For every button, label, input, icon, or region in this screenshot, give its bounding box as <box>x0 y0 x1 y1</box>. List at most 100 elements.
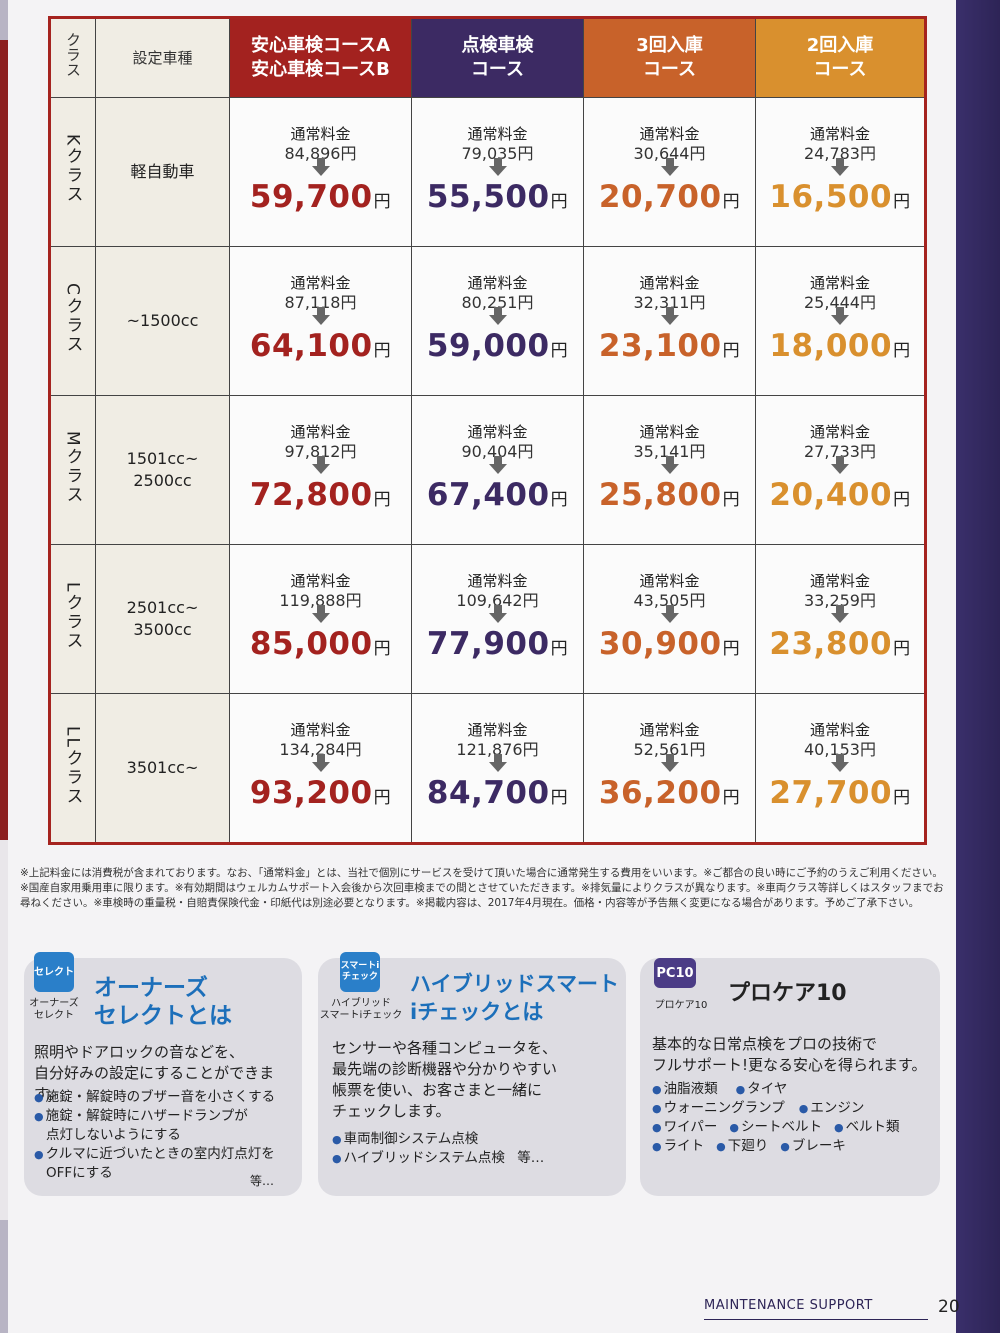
class-cell: Kクラス <box>49 97 96 247</box>
regular-price: 30,644円 <box>633 144 706 163</box>
price-cell-a: 通常料金 134,284円 93,200円 <box>229 693 412 844</box>
discount-price: 16,500円 <box>769 179 911 215</box>
down-arrow-icon <box>660 158 679 176</box>
price-cell-c: 通常料金 35,141円 25,800円 <box>583 395 756 545</box>
discount-price: 59,700円 <box>249 179 392 215</box>
regular-price-label: 通常料金 <box>467 423 528 441</box>
list-item: ハイブリッドシステム点検 等… <box>332 1149 545 1168</box>
down-arrow-icon <box>311 158 330 176</box>
regular-price: 40,153円 <box>804 740 876 759</box>
regular-price-label: 通常料金 <box>639 274 700 292</box>
regular-price-label: 通常料金 <box>290 572 351 590</box>
header-course-a: 安心車検コースA 安心車検コースB <box>229 17 412 98</box>
class-cell: Mクラス <box>49 395 96 545</box>
hybrid-check-etc: 等… <box>517 1150 545 1166</box>
regular-price-label: 通常料金 <box>809 572 870 590</box>
owners-select-badge-icon: セレクト <box>34 952 74 992</box>
regular-price: 33,259円 <box>804 591 876 610</box>
regular-price-label: 通常料金 <box>290 423 351 441</box>
vehicle-type-cell: 2501cc~ 3500cc <box>95 544 230 694</box>
header-course-c: 3回入庫 コース <box>583 17 756 98</box>
down-arrow-icon <box>311 754 330 772</box>
down-arrow-icon <box>311 456 330 474</box>
price-cell-c: 通常料金 30,644円 20,700円 <box>583 97 756 247</box>
procare-row-4: ライト下廻りブレーキ <box>652 1137 900 1156</box>
regular-price: 119,888円 <box>279 591 362 610</box>
header-type: 設定車種 <box>95 17 230 98</box>
owners-select-box: セレクト オーナーズ セレクト オーナーズ セレクトとは 照明やドアロックの音などを… <box>24 952 302 1196</box>
regular-price-label: 通常料金 <box>639 721 700 739</box>
price-cell-d: 通常料金 27,733円 20,400円 <box>755 395 926 545</box>
regular-price-label: 通常料金 <box>467 572 528 590</box>
list-item-cont: 点灯しないようにする <box>46 1127 181 1143</box>
discount-price: 67,400円 <box>426 477 569 513</box>
regular-price-label: 通常料金 <box>809 125 870 143</box>
regular-price: 97,812円 <box>284 442 357 461</box>
regular-price: 80,251円 <box>461 293 534 312</box>
procare-caption: プロケア10 <box>654 1000 708 1011</box>
header-course-d: 2回入庫 コース <box>755 17 926 98</box>
owners-select-title: オーナーズ セレクトとは <box>94 975 232 1029</box>
regular-price: 24,783円 <box>804 144 876 163</box>
procare-list: 油脂液類タイヤ ウォーニングランプエンジン ワイパーシートベルトベルト類 ライト… <box>652 1080 900 1156</box>
down-arrow-icon <box>488 456 507 474</box>
price-cell-b: 通常料金 121,876円 84,700円 <box>411 693 584 844</box>
down-arrow-icon <box>660 754 679 772</box>
owners-select-caption: オーナーズ セレクト <box>29 998 79 1021</box>
table-header-row: クラス 設定車種 安心車検コースA 安心車検コースB 点検車検 コース 3回入庫 コー… <box>49 17 926 98</box>
hybrid-check-desc: センサーや各種コンピュータを、 最先端の診断機器や分かりやすい 帳票を使い、お客さま… <box>332 1039 558 1120</box>
regular-price: 32,311円 <box>633 293 706 312</box>
down-arrow-icon <box>660 605 679 623</box>
price-cell-d: 通常料金 33,259円 23,800円 <box>755 544 926 694</box>
table-row: Mクラス 1501cc~ 2500cc 通常料金 97,812円 72,800円 通… <box>49 395 926 545</box>
procare-desc: 基本的な日常点検をプロの技術で フルサポート!更なる安心を得られます。 <box>652 1035 927 1074</box>
discount-price: 23,100円 <box>598 328 741 364</box>
owners-select-desc: 照明やドアロックの音などを、 自分好みの設定にすることができます。 <box>34 1043 275 1103</box>
discount-price: 18,000円 <box>769 328 911 364</box>
regular-price: 25,444円 <box>804 293 876 312</box>
discount-price: 27,700円 <box>769 775 911 811</box>
procare-title: プロケア10 <box>728 981 847 1006</box>
down-arrow-icon <box>488 307 507 325</box>
owners-select-etc: 等… <box>250 1174 275 1188</box>
hybrid-check-caption: ハイブリッド スマートiチェック <box>319 998 403 1021</box>
discount-price: 59,000円 <box>426 328 569 364</box>
price-cell-b: 通常料金 90,404円 67,400円 <box>411 395 584 545</box>
vehicle-type-cell: 軽自動車 <box>95 97 230 247</box>
regular-price: 134,284円 <box>279 740 362 759</box>
regular-price-label: 通常料金 <box>809 721 870 739</box>
regular-price-label: 通常料金 <box>639 125 700 143</box>
page-number: 20 <box>938 1297 960 1317</box>
vehicle-type-cell: ~1500cc <box>95 246 230 396</box>
down-arrow-icon <box>311 605 330 623</box>
class-cell: Lクラス <box>49 544 96 694</box>
discount-price: 64,100円 <box>249 328 392 364</box>
procare-badge-icon: PC10 <box>654 958 696 988</box>
procare-box: PC10 プロケア10 プロケア10 基本的な日常点検をプロの技術で フルサポート… <box>640 958 940 1196</box>
down-arrow-icon <box>488 158 507 176</box>
discount-price: 85,000円 <box>249 626 392 662</box>
table-row: Lクラス 2501cc~ 3500cc 通常料金 119,888円 85,000円 … <box>49 544 926 694</box>
down-arrow-icon <box>831 605 849 623</box>
discount-price: 77,900円 <box>426 626 569 662</box>
down-arrow-icon <box>831 456 849 474</box>
class-cell: Cクラス <box>49 246 96 396</box>
next-page-edge <box>956 0 1000 1333</box>
regular-price: 84,896円 <box>284 144 357 163</box>
list-item: 施錠・解錠時のブザー音を小さくする <box>34 1088 276 1107</box>
price-table: クラス 設定車種 安心車検コースA 安心車検コースB 点検車検 コース 3回入庫 コー… <box>48 16 927 845</box>
price-cell-c: 通常料金 52,561円 36,200円 <box>583 693 756 844</box>
discount-price: 20,400円 <box>769 477 911 513</box>
regular-price-label: 通常料金 <box>290 274 351 292</box>
discount-price: 84,700円 <box>426 775 569 811</box>
discount-price: 36,200円 <box>598 775 741 811</box>
hybrid-check-title: ハイブリッドスマート iチェックとは <box>410 972 619 1024</box>
price-cell-b: 通常料金 79,035円 55,500円 <box>411 97 584 247</box>
price-cell-d: 通常料金 25,444円 18,000円 <box>755 246 926 396</box>
discount-price: 20,700円 <box>598 179 741 215</box>
discount-price: 93,200円 <box>249 775 392 811</box>
list-item: 施錠・解錠時にハザードランプが <box>34 1107 275 1126</box>
discount-price: 25,800円 <box>598 477 741 513</box>
regular-price-label: 通常料金 <box>290 125 351 143</box>
regular-price-label: 通常料金 <box>290 721 351 739</box>
